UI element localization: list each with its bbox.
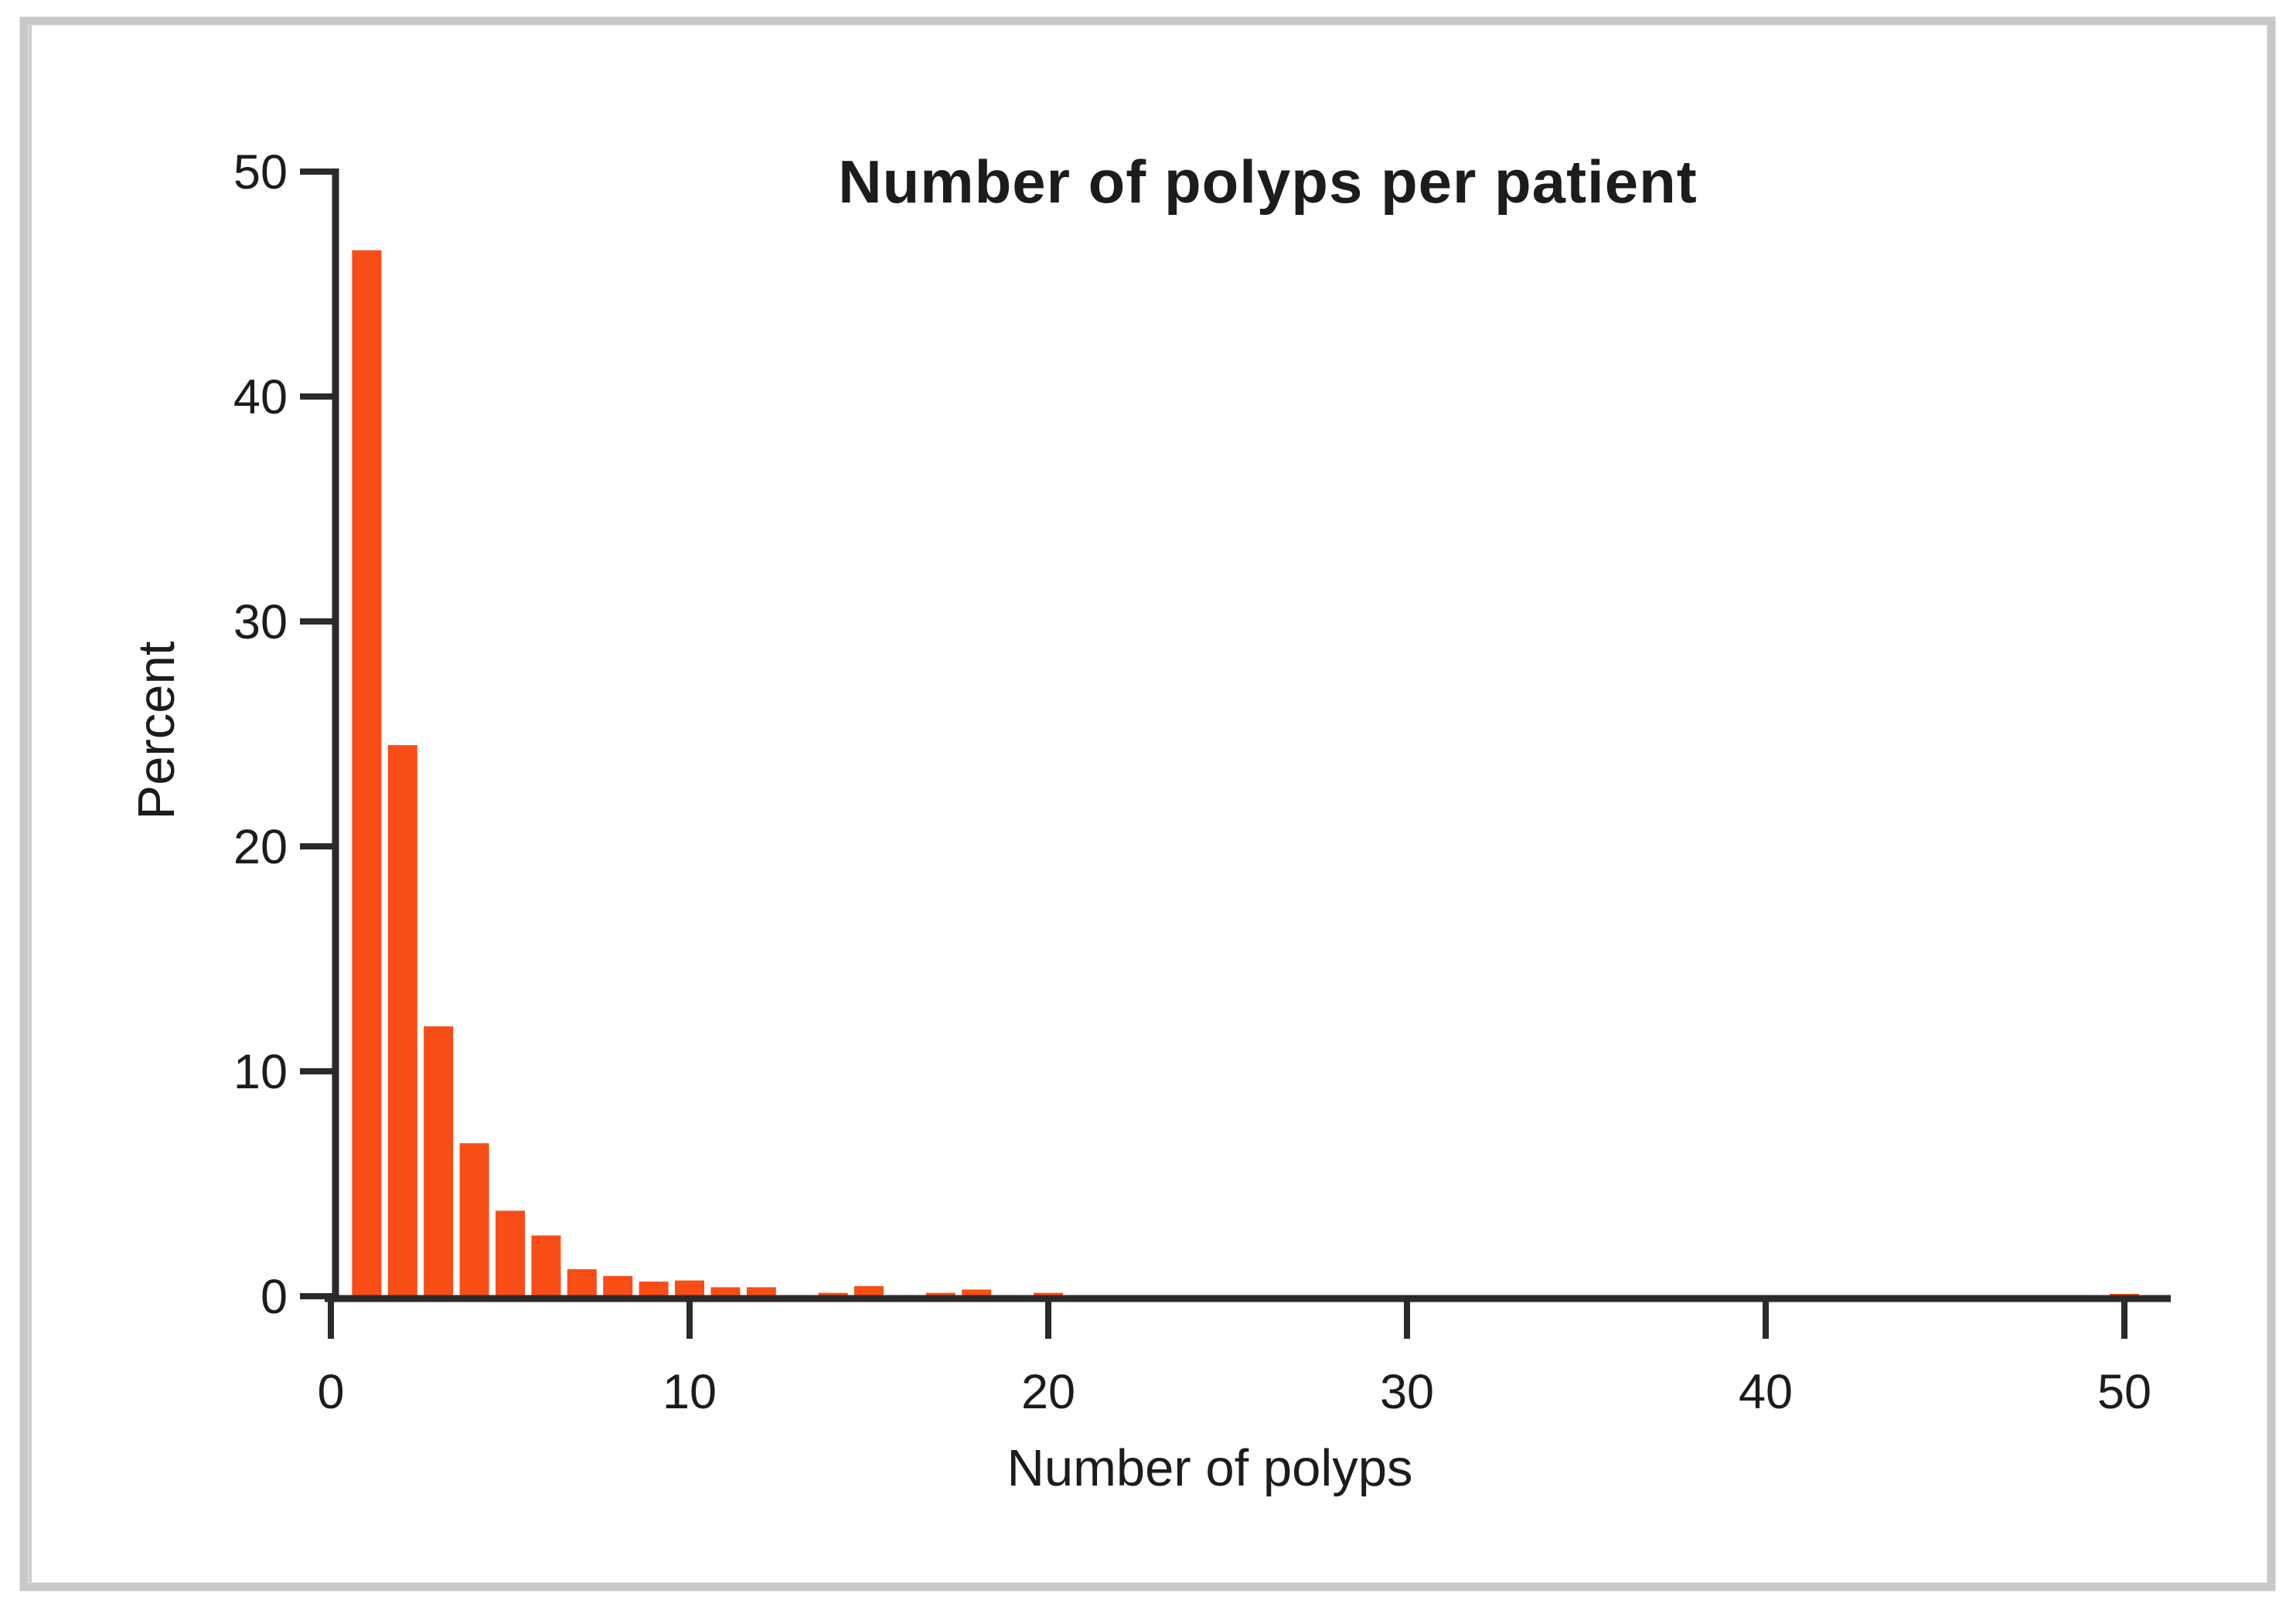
histogram-bar-x14: [818, 1292, 848, 1296]
histogram-bars: [352, 250, 2139, 1296]
x-tick-label-40: 40: [1739, 1365, 1793, 1419]
histogram-bar-x20: [1034, 1292, 1063, 1296]
y-tick-label-20: 20: [233, 820, 288, 874]
x-tick-label-0: 0: [317, 1365, 344, 1419]
y-axis-ticks: 0 10 20 30 40 50: [233, 145, 336, 1324]
y-tick-label-30: 30: [233, 595, 288, 649]
histogram-bar-x3: [424, 1026, 454, 1296]
figure-frame-inner-shadow: [29, 26, 32, 1582]
x-axis-label: Number of polyps: [1007, 1439, 1412, 1497]
x-tick-label-20: 20: [1021, 1365, 1075, 1419]
histogram-bar-x11: [710, 1287, 741, 1296]
histogram-bar-x15: [854, 1285, 884, 1296]
histogram-bar-x12: [746, 1287, 776, 1296]
histogram-bar-x8: [603, 1275, 633, 1296]
histogram-bar-x2: [387, 745, 417, 1296]
histogram-bar-x10: [675, 1280, 704, 1296]
x-tick-label-30: 30: [1380, 1365, 1434, 1419]
x-tick-label-10: 10: [663, 1365, 717, 1419]
histogram-bar-x9: [639, 1282, 669, 1296]
histogram-bar-x18: [962, 1289, 992, 1296]
histogram-bar-x17: [925, 1292, 956, 1296]
x-tick-label-50: 50: [2097, 1365, 2151, 1419]
histogram-bar-x6: [531, 1235, 561, 1296]
x-axis-ticks: 0 10 20 30 40 50: [317, 1299, 2151, 1419]
histogram-bar-x7: [567, 1269, 597, 1296]
histogram-bar-x4: [459, 1143, 489, 1296]
y-tick-label-0: 0: [261, 1270, 288, 1324]
histogram-bar-x1: [352, 250, 382, 1296]
y-tick-label-50: 50: [233, 145, 288, 199]
y-axis-label: Percent: [128, 641, 186, 819]
y-tick-label-40: 40: [233, 370, 288, 424]
chart-title: Number of polyps per patient: [838, 148, 1697, 216]
histogram-bar-x5: [496, 1210, 525, 1296]
y-tick-label-10: 10: [233, 1045, 288, 1099]
